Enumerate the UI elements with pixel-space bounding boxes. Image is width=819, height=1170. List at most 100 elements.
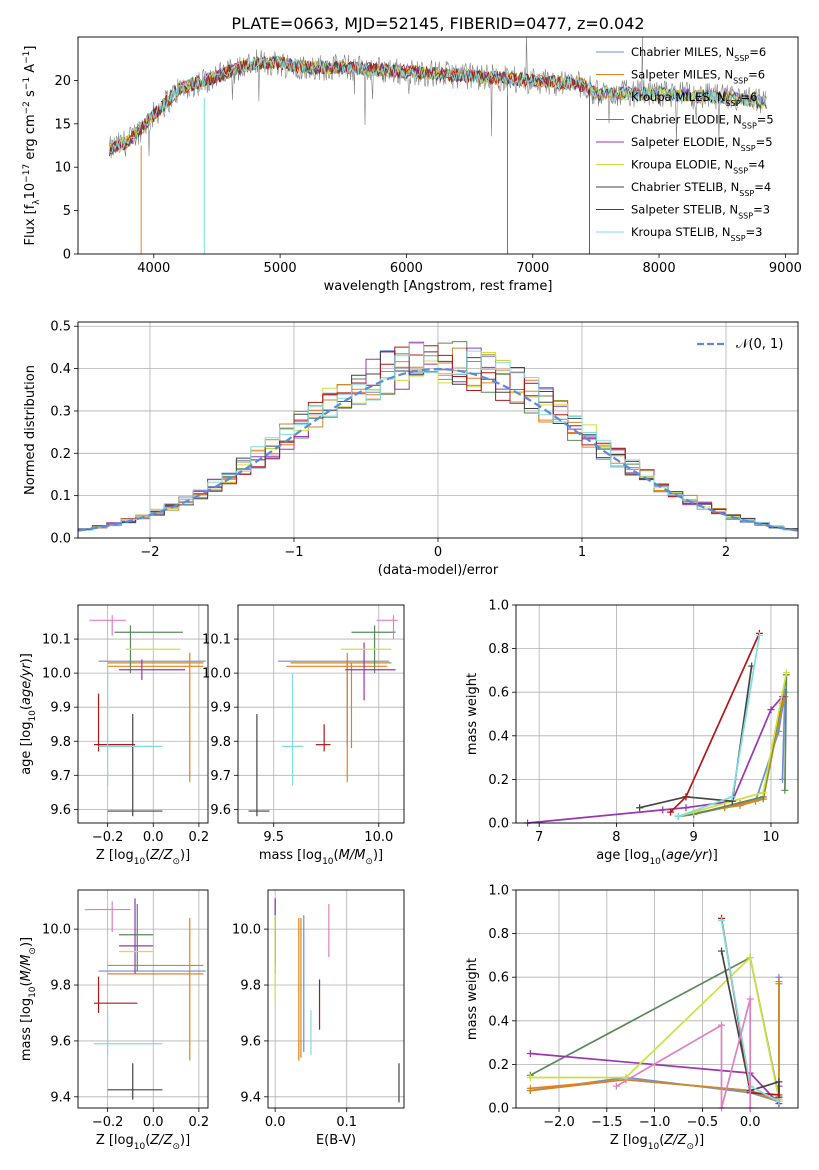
age-vs-mass-ytick-label: 9.9 — [210, 701, 231, 716]
spectrum-xlabel: wavelength [Angstrom, rest frame] — [324, 279, 553, 294]
weight-vs-age-marker — [636, 804, 644, 812]
residual-histogram-xlabel: (data-model)/error — [378, 563, 499, 578]
weight-vs-age-marker — [667, 808, 675, 816]
weight-vs-Z-marker — [775, 980, 783, 988]
age-vs-mass-xtick-label: 10.0 — [364, 830, 393, 845]
mass-vs-EBV-frame — [267, 889, 405, 1109]
spectrum-axes: 4000 5000 6000 7000 8000 9000 0 5 10 15 20 — [54, 74, 801, 276]
weight-vs-Z-ytick-label: 0.2 — [488, 1058, 509, 1073]
weight-vs-Z-ytick-label: 0.0 — [488, 1102, 509, 1117]
legend-normal-label: 𝒩(0, 1) — [736, 337, 783, 352]
weight-vs-age-frame — [515, 604, 799, 824]
mass-vs-Z-ytick-label: 9.6 — [50, 1034, 71, 1049]
age-vs-Z-ytick-label: 10.1 — [42, 633, 71, 648]
spectrum-frame — [77, 36, 799, 255]
normal-reference-curve — [77, 367, 799, 532]
age-vs-mass-ytick-label: 9.7 — [210, 769, 231, 784]
spectrum-ytick-label: 15 — [54, 117, 71, 132]
weight-vs-age-series-7 — [669, 632, 761, 813]
weight-vs-age-xtick-label: 10 — [763, 830, 780, 845]
weight-vs-Z-xtick-label: −2.0 — [543, 1115, 575, 1130]
spectrum-ylabel: Flux [fλ10−17 erg cm−2 s−1 A−1] — [22, 46, 42, 246]
weight-vs-age-marker — [682, 793, 690, 801]
residual-histogram-ytick-label: 0.1 — [50, 489, 71, 504]
weight-vs-Z-series-5 — [530, 955, 780, 1100]
mass-vs-Z-ytick-label: 10.0 — [42, 923, 71, 938]
spectrum-model-line-3 — [109, 55, 508, 254]
residual-histogram-ytick-label: 0.4 — [50, 362, 71, 377]
weight-vs-Z-marker — [526, 1050, 534, 1057]
weight-vs-Z-xtick-label: −0.5 — [687, 1115, 719, 1130]
weight-vs-Z-ytick-label: 1.0 — [488, 884, 509, 899]
weight-vs-age-series-6 — [639, 665, 753, 809]
weight-vs-age-marker — [674, 812, 682, 820]
legend-label: Kroupa ELODIE, NSSP=4 — [631, 158, 765, 176]
age-vs-Z-ytick-label: 9.8 — [50, 735, 71, 750]
weight-vs-age-ytick-label: 0.8 — [488, 642, 509, 657]
legend-spectrum: Chabrier MILES, NSSP=6 Salpeter MILES, NS… — [596, 45, 774, 243]
spectrum-model-line-8 — [109, 55, 767, 153]
residual-histogram-ylabel: Normed distribution — [23, 365, 38, 495]
weight-vs-age-ytick-label: 0.4 — [488, 729, 509, 744]
residual-histogram-xtick-label: 2 — [722, 545, 730, 560]
age-vs-mass-ytick-label: 10.1 — [202, 633, 231, 648]
mass-vs-EBV-axes: 0.0 0.1 9.4 9.6 9.8 10.0 — [232, 890, 404, 1130]
mass-vs-Z-ylabel: mass [log10(M/M⊙)] — [19, 937, 38, 1061]
age-vs-Z-xtick-label: 0.2 — [189, 830, 210, 845]
age-vs-mass-xtick-label: 9.5 — [263, 830, 284, 845]
weight-vs-Z-ytick-label: 0.8 — [488, 927, 509, 942]
weight-vs-Z-marker — [718, 917, 726, 925]
weight-vs-age-ytick-label: 0.6 — [488, 686, 509, 701]
mass-vs-Z-ytick-label: 9.8 — [50, 979, 71, 994]
spectrum-xtick-label: 7000 — [516, 261, 549, 276]
residual-histogram-ytick-label: 0.2 — [50, 447, 71, 462]
legend-label: Salpeter ELODIE, NSSP=5 — [631, 135, 773, 153]
weight-vs-age-xtick-label: 8 — [612, 830, 620, 845]
mass-vs-Z-frame — [77, 889, 209, 1109]
weight-vs-Z-marker — [718, 947, 726, 955]
weight-vs-age-series-8 — [677, 635, 761, 818]
weight-vs-Z-marker — [746, 995, 754, 1003]
spectrum-xtick-label: 5000 — [264, 261, 297, 276]
legend-label: Salpeter MILES, NSSP=6 — [631, 68, 765, 86]
mass-vs-EBV-xtick-label: 0.0 — [265, 1115, 286, 1130]
spectrum-ytick-label: 10 — [54, 161, 71, 176]
age-vs-Z-ylabel: age [log10(age/yr)] — [19, 653, 38, 775]
weight-vs-age-xtick-label: 9 — [690, 830, 698, 845]
mass-vs-EBV-xlabel: E(B-V) — [316, 1133, 356, 1148]
weight-vs-Z-frame — [515, 889, 799, 1109]
spectrum-ytick-label: 20 — [54, 74, 71, 89]
weight-vs-age-marker — [759, 788, 767, 796]
weight-vs-age-ytick-label: 1.0 — [488, 599, 509, 614]
weight-vs-age-xtick-label: 7 — [535, 830, 543, 845]
mass-vs-Z-xtick-label: 0.2 — [189, 1115, 210, 1130]
spectrum-xtick-label: 6000 — [390, 261, 423, 276]
weight-vs-age-marker — [755, 632, 763, 640]
mass-vs-EBV-ytick-label: 9.6 — [240, 1034, 261, 1049]
weight-vs-Z-xtick-label: −1.0 — [639, 1115, 671, 1130]
weight-vs-Z-marker — [526, 1073, 534, 1081]
mass-vs-Z-xtick-label: −0.2 — [92, 1115, 124, 1130]
weight-vs-Z-marker — [612, 1082, 620, 1090]
age-vs-mass-frame — [237, 604, 405, 824]
weight-vs-age-marker — [782, 669, 790, 677]
residual-histogram-xtick-label: −1 — [284, 545, 303, 560]
weight-vs-Z-series-6 — [720, 950, 780, 1098]
residual-histogram-xtick-label: 1 — [578, 545, 586, 560]
weight-vs-Z-marker — [775, 1097, 783, 1105]
age-vs-Z-ytick-label: 9.6 — [50, 803, 71, 818]
weight-vs-Z-ylabel: mass weight — [465, 958, 480, 1040]
legend-label: Kroupa STELIB, NSSP=3 — [631, 225, 762, 243]
age-vs-Z-xtick-label: −0.2 — [92, 830, 124, 845]
mass-vs-Z-ytick-label: 9.4 — [50, 1090, 71, 1105]
weight-vs-age-marker — [728, 793, 736, 801]
age-vs-Z-ytick-label: 10.0 — [42, 667, 71, 682]
weight-vs-age-marker — [659, 806, 667, 814]
weight-vs-age-ytick-label: 0.2 — [488, 773, 509, 788]
age-vs-mass-ytick-label: 9.6 — [210, 803, 231, 818]
weight-vs-Z-marker — [775, 1078, 783, 1086]
weight-vs-Z-marker — [746, 954, 754, 962]
age-vs-Z-ytick-label: 9.7 — [50, 769, 71, 784]
residual-histogram-frame — [77, 321, 799, 539]
